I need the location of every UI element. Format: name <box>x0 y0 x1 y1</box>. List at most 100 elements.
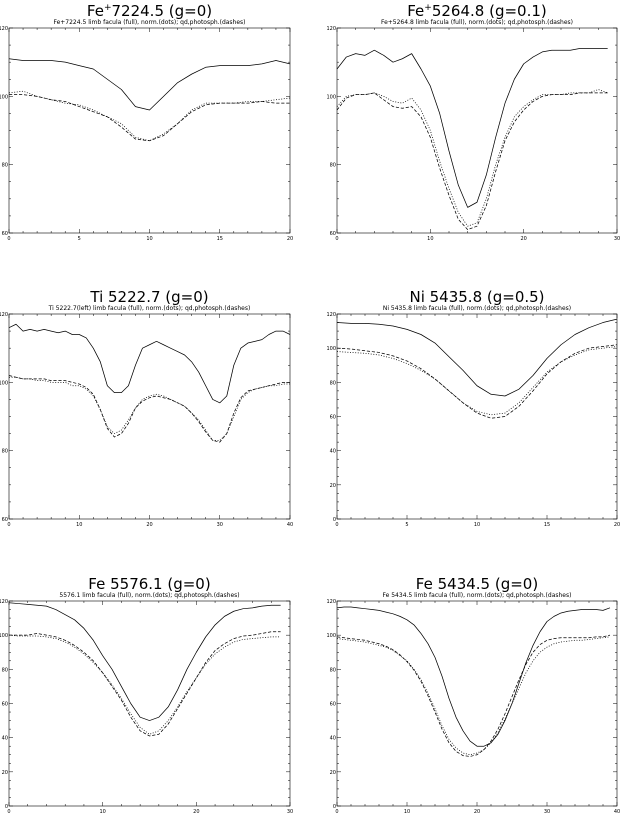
panel-title: Fe 5434.5 (g=0) <box>416 575 538 593</box>
y-tick-label: 100 <box>0 380 8 386</box>
y-tick-label: 0 <box>333 517 336 523</box>
panel-5: Fe 5576.1 (g=0)5576.1 limb facula (full)… <box>0 575 293 815</box>
x-tick-label: 15 <box>544 522 550 528</box>
panel-3: Ti 5222.7 (g=0)Ti 5222.7(left) limb facu… <box>0 288 293 528</box>
series-line-dotted <box>8 634 281 735</box>
y-tick-label: 80 <box>330 163 336 169</box>
x-tick-label: 20 <box>520 236 526 242</box>
y-tick-label: 100 <box>0 633 8 639</box>
y-tick-label: 0 <box>333 804 336 810</box>
title-superscript: + <box>104 3 112 13</box>
series-line-solid <box>336 318 618 397</box>
y-tick-label: 120 <box>326 26 336 32</box>
x-tick-label: 30 <box>287 809 293 815</box>
y-tick-label: 40 <box>2 736 8 742</box>
series-line-solid <box>8 58 291 111</box>
y-tick-label: 60 <box>330 415 336 421</box>
series-line-dashed <box>336 634 611 757</box>
y-tick-label: 0 <box>5 804 8 810</box>
y-tick-label: 60 <box>330 231 336 237</box>
y-tick-label: 120 <box>0 312 8 318</box>
panel-subtitle: Ti 5222.7(left) limb facula (full), norm… <box>48 305 251 312</box>
x-tick-label: 30 <box>217 522 223 528</box>
y-tick-label: 120 <box>0 26 8 32</box>
series-line-solid <box>336 48 608 208</box>
panel-title: Ti 5222.7 (g=0) <box>89 288 208 306</box>
x-tick-label: 0 <box>7 236 10 242</box>
x-tick-label: 40 <box>614 809 620 815</box>
y-tick-label: 80 <box>330 667 336 673</box>
x-tick-label: 20 <box>287 236 293 242</box>
panel-subtitle: Fe 5434.5 limb facula (full), norm.(dots… <box>383 592 572 599</box>
series-line-dashed <box>9 94 290 142</box>
panel-title: Fe+5264.8 (g=0.1) <box>407 2 547 20</box>
panel-1: Fe+7224.5 (g=0)Fe+7224.5 limb facula (fu… <box>0 2 293 242</box>
y-tick-label: 80 <box>330 380 336 386</box>
y-tick-label: 20 <box>330 483 336 489</box>
series-line-dotted <box>336 89 608 227</box>
x-tick-label: 30 <box>544 809 550 815</box>
y-tick-label: 100 <box>0 94 8 100</box>
series-line-dotted <box>9 376 290 441</box>
title-wavelength: 5264.8 (g=0.1) <box>432 2 547 20</box>
y-tick-label: 20 <box>2 770 8 776</box>
title-species: Fe <box>87 2 104 20</box>
series-line-dashed <box>8 375 290 443</box>
x-tick-label: 10 <box>99 809 105 815</box>
y-tick-label: 60 <box>2 517 8 523</box>
y-tick-label: 80 <box>2 667 8 673</box>
x-tick-label: 0 <box>335 522 338 528</box>
title-wavelength: 5435.8 (g=0.5) <box>425 288 545 306</box>
panel-title: Fe 5576.1 (g=0) <box>88 575 210 593</box>
panel-subtitle: 5576.1 limb facula (full), norm.(dots); … <box>59 592 239 599</box>
title-wavelength: 5434.5 (g=0) <box>433 575 538 593</box>
series-line-dotted <box>8 90 291 142</box>
x-tick-label: 30 <box>614 236 620 242</box>
x-tick-label: 0 <box>7 522 10 528</box>
x-tick-label: 0 <box>335 809 338 815</box>
series-line-dotted <box>336 346 618 416</box>
series-line-dashed <box>336 344 618 419</box>
x-tick-label: 20 <box>146 522 152 528</box>
panel-subtitle: Fe+5264.8 limb facula (full), norm.(dots… <box>381 19 573 26</box>
series-line-solid <box>336 606 611 747</box>
title-species: Fe <box>88 575 105 593</box>
y-tick-label: 60 <box>2 231 8 237</box>
x-tick-label: 15 <box>217 236 223 242</box>
plot-frame <box>8 27 291 234</box>
x-tick-label: 10 <box>404 809 410 815</box>
panel-6: Fe 5434.5 (g=0)Fe 5434.5 limb facula (fu… <box>326 575 620 815</box>
y-tick-label: 120 <box>326 599 336 605</box>
y-tick-label: 80 <box>2 449 8 455</box>
y-tick-label: 20 <box>330 770 336 776</box>
panel-title: Ni 5435.8 (g=0.5) <box>409 288 544 306</box>
title-species: Fe <box>416 575 433 593</box>
y-tick-label: 120 <box>326 312 336 318</box>
panel-4: Ni 5435.8 (g=0.5)Ni 5435.8 limb facula (… <box>326 288 620 528</box>
plot-frame <box>336 600 618 807</box>
title-species: Ti <box>89 288 103 306</box>
x-tick-label: 10 <box>146 236 152 242</box>
y-tick-label: 100 <box>326 633 336 639</box>
series-line-dashed <box>9 631 281 737</box>
series-line-solid <box>8 323 291 404</box>
series-line-dashed <box>336 92 608 230</box>
panel-subtitle: Fe+7224.5 limb facula (full), norm.(dots… <box>53 19 245 26</box>
panel-2: Fe+5264.8 (g=0.1)Fe+5264.8 limb facula (… <box>326 2 620 242</box>
y-tick-label: 100 <box>326 94 336 100</box>
y-tick-label: 100 <box>326 346 336 352</box>
x-tick-label: 20 <box>474 809 480 815</box>
x-tick-label: 5 <box>405 522 408 528</box>
title-superscript: + <box>424 3 432 13</box>
title-wavelength: 5222.7 (g=0) <box>103 288 208 306</box>
x-tick-label: 40 <box>287 522 293 528</box>
x-tick-label: 20 <box>193 809 199 815</box>
x-tick-label: 0 <box>7 809 10 815</box>
y-tick-label: 120 <box>0 599 8 605</box>
title-wavelength: 5576.1 (g=0) <box>105 575 210 593</box>
plot-frame <box>336 313 618 520</box>
title-wavelength: 7224.5 (g=0) <box>112 2 213 20</box>
x-tick-label: 5 <box>78 236 81 242</box>
y-tick-label: 40 <box>330 736 336 742</box>
